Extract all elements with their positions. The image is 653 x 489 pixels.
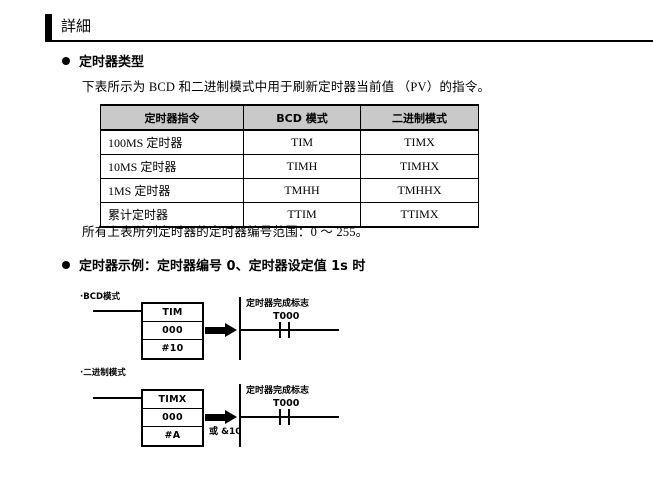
- cell-binary: TIMHX: [360, 154, 479, 179]
- function-block-binary: TIMX 000 #A: [141, 389, 204, 447]
- input-line: [93, 310, 143, 312]
- contact-address-label: T000: [273, 311, 300, 322]
- cell-bcd: TTIM: [243, 202, 361, 228]
- cell-binary: TTIMX: [360, 202, 479, 228]
- contact-bar-right: [288, 322, 290, 338]
- fb-instruction: TIM: [143, 304, 202, 322]
- heading-timer-types: 定时器类型: [62, 51, 144, 70]
- column-header-instruction: 定时器指令: [100, 104, 244, 131]
- timer-number-range-note: 所有上表所列定时器的定时器编号范围：0 ～ 255。: [82, 225, 369, 239]
- cell-instruction: 累计定时器: [100, 202, 244, 228]
- power-rail: [239, 297, 241, 360]
- heading-timer-types-label: 定时器类型: [79, 55, 145, 70]
- cell-bcd: TMHH: [243, 178, 361, 203]
- arrow-right-icon: [205, 410, 237, 425]
- cell-instruction: 100MS 定时器: [100, 130, 244, 155]
- table-row: 累计定时器 TTIM TTIMX: [100, 202, 479, 228]
- section-header-rule: [45, 40, 653, 42]
- cell-bcd: TIM: [243, 130, 361, 155]
- timer-types-intro: 下表所示为 BCD 和二进制模式中用于刷新定时器当前值 （PV）的指令。: [82, 80, 491, 94]
- fb-operand: 000: [143, 322, 202, 340]
- heading-timer-example: 定时器示例：定时器编号 0、定时器设定值 1s 时: [62, 255, 365, 274]
- table-row: 100MS 定时器 TIM TIMX: [100, 130, 479, 155]
- cell-bcd: TIMH: [243, 154, 361, 179]
- section-header: 詳細: [45, 14, 653, 42]
- table-row: 10MS 定时器 TIMH TIMHX: [100, 154, 479, 179]
- power-rail: [239, 384, 241, 447]
- cell-binary: TIMX: [360, 130, 479, 155]
- table-header-row: 定时器指令 BCD 模式 二进制模式: [100, 104, 479, 131]
- cell-binary: TMHHX: [360, 178, 479, 203]
- page-title: 詳細: [61, 17, 92, 35]
- input-line: [93, 397, 143, 399]
- fb-set-value: #10: [161, 343, 184, 354]
- mode-label-bcd: ·BCD模式: [80, 292, 121, 302]
- cell-instruction: 1MS 定时器: [100, 178, 244, 203]
- column-header-binary: 二进制模式: [360, 104, 479, 131]
- completion-flag-label: 定时器完成标志: [246, 386, 310, 396]
- arrow-right-icon: [205, 323, 237, 338]
- heading-timer-example-label: 定时器示例：定时器编号 0、定时器设定值 1s 时: [79, 259, 366, 274]
- function-block-bcd: TIM 000 #10: [141, 302, 204, 360]
- bullet-dot-icon: [62, 57, 70, 65]
- timer-instruction-table: 定时器指令 BCD 模式 二进制模式 100MS 定时器 TIM TIMX 10…: [100, 104, 479, 228]
- contact-bar-left: [279, 409, 281, 425]
- fb-instruction: TIMX: [143, 391, 202, 409]
- section-header-accent-bar: [45, 14, 52, 41]
- fb-set-value: #A: [164, 430, 181, 441]
- bullet-dot-icon: [62, 261, 70, 269]
- completion-flag-label: 定时器完成标志: [246, 299, 310, 309]
- fb-operand: 000: [143, 409, 202, 427]
- mode-label-binary: ·二进制模式: [80, 368, 126, 378]
- contact-bar-right: [288, 409, 290, 425]
- cell-instruction: 10MS 定时器: [100, 154, 244, 179]
- alternate-set-value-note: 或 &10: [209, 427, 242, 437]
- column-header-bcd: BCD 模式: [243, 104, 361, 131]
- table-row: 1MS 定时器 TMHH TMHHX: [100, 178, 479, 203]
- contact-bar-left: [279, 322, 281, 338]
- contact-address-label: T000: [273, 398, 300, 409]
